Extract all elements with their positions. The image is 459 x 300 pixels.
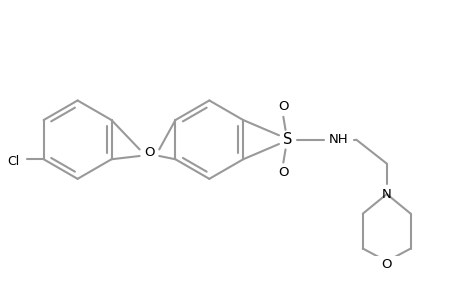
Text: Cl: Cl [7, 155, 20, 168]
Text: O: O [278, 166, 288, 179]
Text: NH: NH [328, 133, 348, 146]
Text: N: N [381, 188, 391, 201]
Text: O: O [381, 258, 391, 271]
Text: O: O [278, 100, 288, 113]
Text: O: O [144, 146, 154, 159]
Text: S: S [282, 132, 292, 147]
